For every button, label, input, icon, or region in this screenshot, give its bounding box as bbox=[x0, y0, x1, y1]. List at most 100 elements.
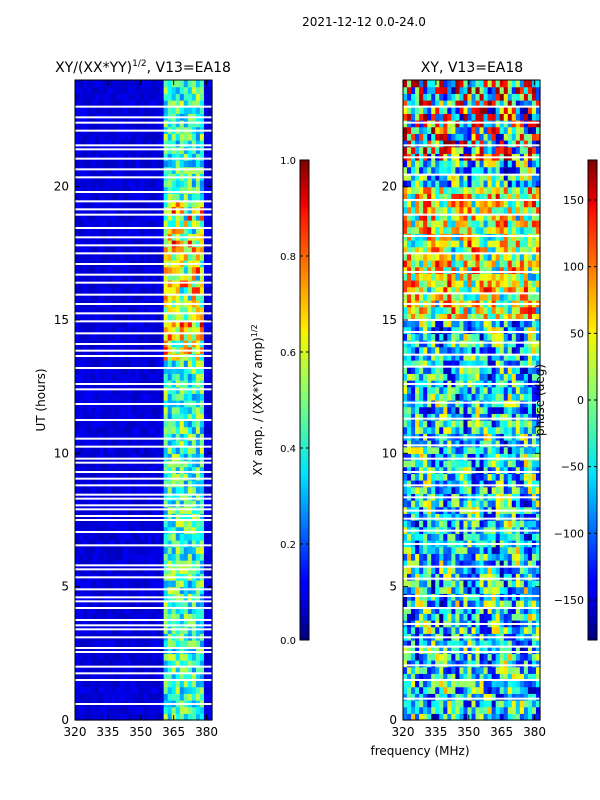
amplitude-heatmap-cell bbox=[91, 606, 96, 614]
phase-heatmap-cell bbox=[459, 700, 465, 708]
amplitude-heatmap-cell bbox=[183, 713, 189, 721]
phase-heatmap-cell bbox=[475, 406, 481, 414]
amplitude-heatmap-cell bbox=[139, 446, 145, 454]
phase-heatmap-cell bbox=[423, 520, 428, 528]
amplitude-heatmap-cell bbox=[135, 693, 141, 701]
phase-heatmap-cell bbox=[419, 466, 424, 474]
amplitude-heatmap-cell bbox=[167, 526, 173, 534]
amplitude-heatmap-cell bbox=[127, 520, 133, 528]
amplitude-heatmap-cell bbox=[175, 440, 181, 448]
amplitude-heatmap-cell bbox=[127, 266, 133, 274]
amplitude-gap-line bbox=[75, 116, 212, 119]
phase-heatmap-cell bbox=[447, 486, 452, 494]
amplitude-heatmap-cell bbox=[111, 486, 116, 494]
phase-heatmap-cell bbox=[535, 520, 541, 528]
phase-heatmap-cell bbox=[495, 680, 501, 688]
amplitude-heatmap-cell bbox=[131, 133, 137, 141]
phase-heatmap-cell bbox=[415, 413, 420, 421]
amplitude-heatmap-cell bbox=[183, 533, 189, 541]
amplitude-heatmap-cell bbox=[171, 413, 177, 421]
phase-heatmap-cell bbox=[475, 500, 481, 508]
amplitude-heatmap-cell bbox=[183, 600, 189, 608]
amplitude-heatmap-cell bbox=[111, 140, 116, 148]
amplitude-gap-line bbox=[75, 544, 212, 547]
phase-heatmap-cell bbox=[435, 626, 440, 634]
amplitude-heatmap-cell bbox=[79, 620, 84, 628]
amplitude-heatmap-cell bbox=[87, 706, 92, 714]
amplitude-heatmap-cell bbox=[155, 493, 161, 501]
phase-heatmap-cell bbox=[439, 666, 444, 674]
amplitude-heatmap-cell bbox=[107, 673, 112, 681]
amplitude-heatmap-cell bbox=[79, 240, 84, 248]
phase-heatmap-cell bbox=[463, 486, 469, 494]
amplitude-heatmap-cell bbox=[155, 453, 161, 461]
amplitude-heatmap-cell bbox=[163, 213, 169, 221]
amplitude-heatmap-cell bbox=[195, 466, 201, 474]
phase-heatmap-cell bbox=[467, 426, 473, 434]
amplitude-heatmap-cell bbox=[191, 333, 197, 341]
amplitude-heatmap-cell bbox=[75, 446, 80, 454]
amplitude-panel: XY/(XX*YY)1/2, V13=EA18 320 335 350 365 380 … bbox=[34, 59, 231, 739]
amplitude-heatmap-cell bbox=[207, 200, 213, 208]
amplitude-heatmap-cell bbox=[203, 486, 209, 494]
amplitude-heatmap-cell bbox=[163, 426, 169, 434]
amplitude-heatmap-cell bbox=[147, 393, 153, 401]
amplitude-heatmap-cell bbox=[183, 366, 189, 374]
phase-heatmap-cell bbox=[451, 473, 456, 481]
amplitude-heatmap-cell bbox=[147, 273, 153, 281]
amplitude-heatmap-cell bbox=[131, 413, 137, 421]
amplitude-heatmap-cell bbox=[159, 373, 165, 381]
phase-heatmap-cell bbox=[451, 446, 456, 454]
amplitude-heatmap-cell bbox=[99, 713, 104, 721]
phase-heatmap-cell bbox=[403, 586, 408, 594]
amplitude-heatmap-cell bbox=[143, 333, 149, 341]
amplitude-heatmap-cell bbox=[99, 133, 104, 141]
amplitude-heatmap-cell bbox=[99, 333, 104, 341]
phase-heatmap-cell bbox=[467, 513, 473, 521]
amplitude-heatmap-cell bbox=[175, 326, 181, 334]
amplitude-heatmap-cell bbox=[103, 473, 108, 481]
phase-heatmap-cell bbox=[487, 473, 493, 481]
phase-heatmap-cell bbox=[423, 446, 428, 454]
amplitude-heatmap-cell bbox=[167, 713, 173, 721]
amplitude-heatmap-cell bbox=[203, 186, 209, 194]
phase-heatmap-cell bbox=[495, 653, 501, 661]
amplitude-heatmap-cell bbox=[119, 620, 124, 628]
amplitude-heatmap-cell bbox=[187, 686, 193, 694]
amplitude-heatmap-cell bbox=[147, 600, 153, 608]
phase-heatmap-cell bbox=[447, 673, 452, 681]
amplitude-heatmap-cell bbox=[191, 266, 197, 274]
phase-heatmap-cell bbox=[503, 706, 509, 714]
amplitude-heatmap-cell bbox=[199, 273, 205, 281]
amplitude-heatmap-cell bbox=[203, 553, 209, 561]
amplitude-heatmap-cell bbox=[127, 660, 133, 668]
phase-heatmap-cell bbox=[463, 706, 469, 714]
phase-heatmap-cell bbox=[431, 553, 436, 561]
phase-heatmap-cell bbox=[503, 420, 509, 428]
amplitude-heatmap-cell bbox=[175, 613, 181, 621]
phase-heatmap-cell bbox=[519, 426, 525, 434]
amplitude-heatmap-cell bbox=[123, 360, 128, 368]
phase-heatmap-cell bbox=[443, 560, 448, 568]
amplitude-heatmap-cell bbox=[119, 160, 124, 168]
amplitude-heatmap-cell bbox=[207, 413, 213, 421]
amplitude-gap-line bbox=[75, 419, 212, 421]
amplitude-heatmap-cell bbox=[135, 666, 141, 674]
amplitude-heatmap-cell bbox=[175, 133, 181, 141]
phase-heatmap-cell bbox=[511, 553, 517, 561]
amplitude-heatmap-cell bbox=[75, 320, 80, 328]
phase-heatmap-cell bbox=[439, 606, 444, 614]
phase-heatmap-cell bbox=[423, 680, 428, 688]
amplitude-heatmap-cell bbox=[127, 313, 133, 321]
amplitude-heatmap-cell bbox=[79, 686, 84, 694]
phase-heatmap-cell bbox=[407, 553, 412, 561]
phase-heatmap-cell bbox=[459, 406, 465, 414]
amplitude-heatmap-cell bbox=[187, 520, 193, 528]
amplitude-heatmap-cell bbox=[207, 306, 213, 314]
amplitude-heatmap-cell bbox=[163, 613, 169, 621]
amplitude-heatmap-cell bbox=[203, 320, 209, 328]
amplitude-heatmap-cell bbox=[199, 560, 205, 568]
phase-heatmap-cell bbox=[531, 486, 537, 494]
phase-heatmap-cell bbox=[527, 413, 533, 421]
amplitude-heatmap-cell bbox=[207, 393, 213, 401]
